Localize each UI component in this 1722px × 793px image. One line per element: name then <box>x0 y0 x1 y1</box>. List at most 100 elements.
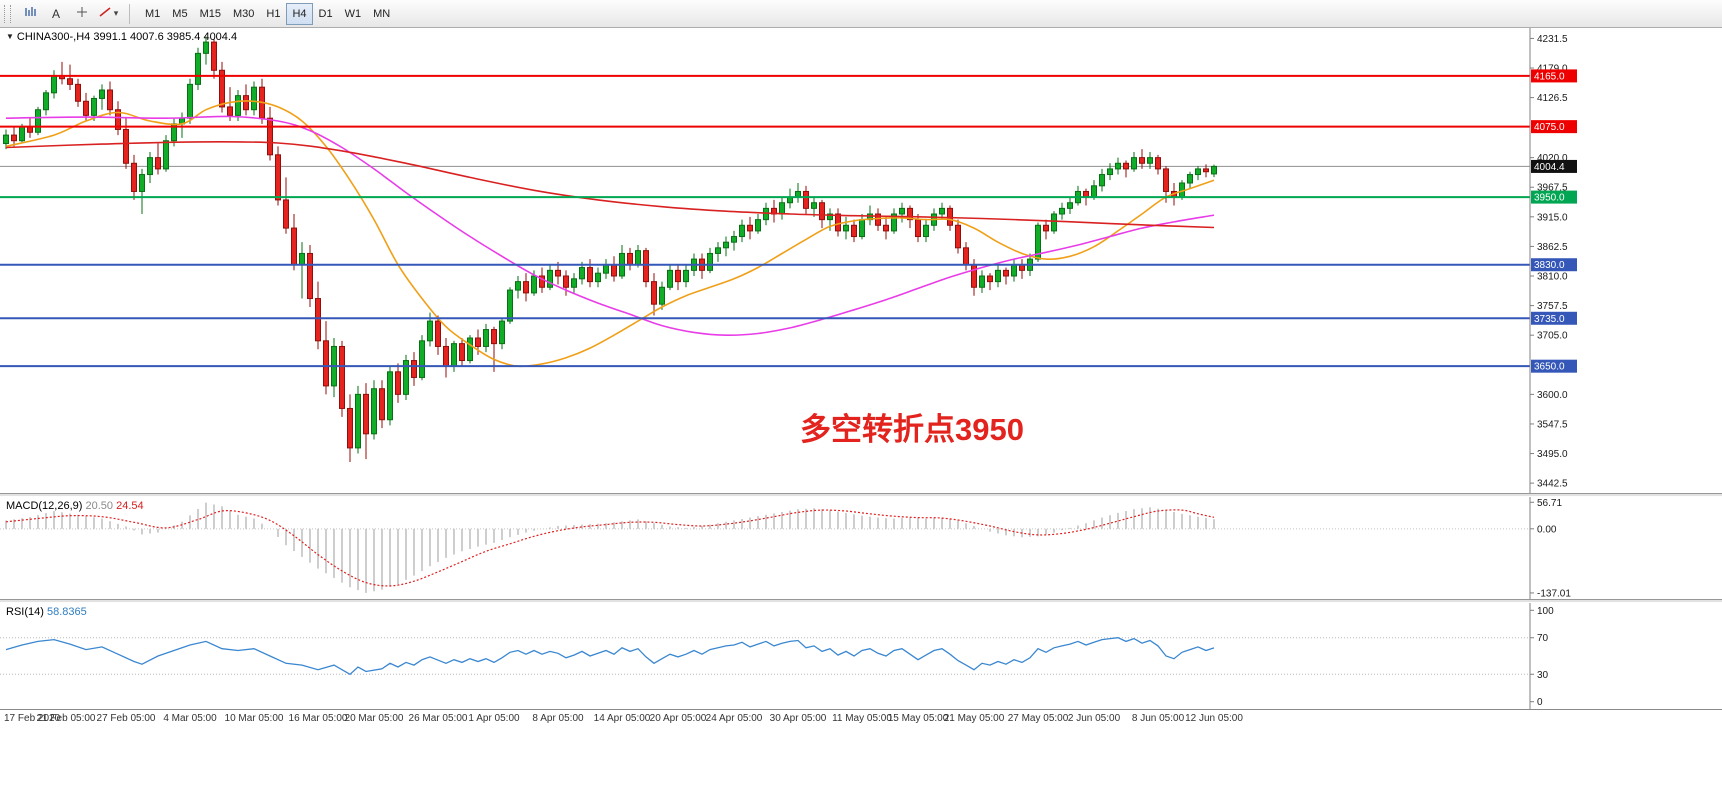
time-label: 30 Apr 05:00 <box>769 713 827 724</box>
time-label: 27 Feb 05:00 <box>96 713 156 724</box>
timeframe-button-h4[interactable]: H4 <box>286 2 313 25</box>
bottom-whitespace <box>0 727 1722 793</box>
symbol-collapse-icon[interactable]: ▼ <box>6 32 14 41</box>
macd-label: MACD(12,26,9) 20.50 24.54 <box>6 500 144 512</box>
svg-text:3442.5: 3442.5 <box>1537 479 1568 490</box>
time-label: 8 Apr 05:00 <box>532 713 584 724</box>
price-badge <box>1531 120 1577 134</box>
svg-text:3547.5: 3547.5 <box>1537 419 1568 430</box>
rsi-panel: 100 70 30 0 RSI(14) 58.8365 <box>0 603 1722 709</box>
rsi-canvas[interactable]: 100 70 30 0 <box>0 603 1722 709</box>
timeframe-button-m5[interactable]: M5 <box>166 3 193 25</box>
svg-text:3705.0: 3705.0 <box>1537 331 1568 342</box>
svg-text:4165.0: 4165.0 <box>1534 71 1565 82</box>
time-label: 1 Apr 05:00 <box>468 713 520 724</box>
price-badge <box>1531 258 1577 272</box>
rsi-value: 58.8365 <box>46 606 87 618</box>
time-label: 20 Apr 05:00 <box>649 713 707 724</box>
price-badge <box>1531 69 1577 83</box>
drawing-tools-button[interactable]: ▾ <box>96 3 120 25</box>
main-chart-canvas[interactable]: 4231.5 4179.0 4126.5 4020.0 3967.5 3915.0 3862… <box>0 28 1722 493</box>
svg-text:-137.01: -137.01 <box>1537 588 1571 599</box>
toolbar-separator <box>129 3 130 24</box>
time-label: 24 Apr 05:00 <box>705 713 763 724</box>
time-label: 17 Feb 2020 <box>4 713 61 724</box>
horizontal-level-lines[interactable] <box>0 74 1530 368</box>
macd-histogram <box>5 502 1215 593</box>
svg-text:0: 0 <box>1537 697 1543 708</box>
time-label: 27 May 05:00 <box>1007 713 1069 724</box>
moving-average-lines <box>5 100 1215 368</box>
candles-layer <box>3 36 1217 462</box>
bar-chart-icon <box>23 6 37 21</box>
main-chart-svg: 4231.5 4179.0 4126.5 4020.0 3967.5 3915.0 3862… <box>0 28 1577 493</box>
time-label: 10 Mar 05:00 <box>224 713 284 724</box>
rsi-svg: 100 70 30 0 <box>0 603 1554 709</box>
svg-text:3810.0: 3810.0 <box>1537 272 1568 283</box>
time-label: 16 Mar 05:00 <box>288 713 348 724</box>
timeframe-button-mn[interactable]: MN <box>367 3 396 25</box>
crosshair-button[interactable] <box>70 3 94 25</box>
svg-text:3600.0: 3600.0 <box>1537 390 1568 401</box>
svg-text:0.00: 0.00 <box>1537 524 1557 535</box>
macd-signal-value: 24.54 <box>116 500 144 512</box>
svg-text:4020.0: 4020.0 <box>1537 153 1568 164</box>
ma-line-fast-orange <box>5 100 1215 368</box>
macd-panel: 56.71 0.00 -137.01 MACD(12,26,9) 20.50 24.… <box>0 497 1722 599</box>
svg-text:3967.5: 3967.5 <box>1537 183 1568 194</box>
price-badge <box>1531 359 1577 373</box>
time-label: 8 Jun 05:00 <box>1131 713 1185 724</box>
time-label: 26 Mar 05:00 <box>408 713 468 724</box>
svg-text:70: 70 <box>1537 633 1549 644</box>
panel-separator[interactable] <box>0 493 1722 497</box>
time-label: 2 Jun 05:00 <box>1067 713 1121 724</box>
panel-separator[interactable] <box>0 599 1722 603</box>
svg-text:100: 100 <box>1537 606 1554 617</box>
macd-signal-line <box>5 509 1215 587</box>
price-badge <box>1531 159 1577 173</box>
timeframe-button-m1[interactable]: M1 <box>139 3 166 25</box>
price-badge <box>1531 190 1577 204</box>
text-tool-button[interactable]: A <box>44 3 68 25</box>
time-label: 4 Mar 05:00 <box>163 713 217 724</box>
timeframe-button-m15[interactable]: M15 <box>194 3 227 25</box>
timeframe-button-d1[interactable]: D1 <box>313 3 339 25</box>
svg-text:3830.0: 3830.0 <box>1534 260 1565 271</box>
price-axis[interactable]: 4231.5 4179.0 4126.5 4020.0 3967.5 3915.0 3862… <box>1529 28 1577 493</box>
svg-text:3735.0: 3735.0 <box>1534 314 1565 325</box>
crosshair-icon <box>76 6 88 21</box>
toolbar-grip-handle[interactable] <box>4 4 11 23</box>
macd-canvas[interactable]: 56.71 0.00 -137.01 <box>0 497 1722 599</box>
chart-symbol-label: CHINA300-,H4 <box>16 31 91 43</box>
time-label: 14 Apr 05:00 <box>593 713 651 724</box>
chart-title: ▼ CHINA300-,H4 3991.1 4007.6 3985.4 4004.… <box>6 31 237 43</box>
svg-text:4179.0: 4179.0 <box>1537 64 1568 75</box>
svg-text:3495.0: 3495.0 <box>1537 449 1568 460</box>
main-chart-panel: 4231.5 4179.0 4126.5 4020.0 3967.5 3915.0 3862… <box>0 28 1722 493</box>
time-label: 12 Jun 05:00 <box>1185 713 1243 724</box>
timeframe-button-w1[interactable]: W1 <box>339 3 368 25</box>
svg-text:4075.0: 4075.0 <box>1534 122 1565 133</box>
toolbar: A ▾ M1 M5 M15 M30 H1 H4 D1 W1 MN <box>0 0 1722 28</box>
ma-line-slow-red <box>5 140 1215 229</box>
svg-text:4231.5: 4231.5 <box>1537 34 1568 45</box>
chart-annotation[interactable]: 多空转折点3950 <box>800 412 1024 447</box>
timeframe-button-m30[interactable]: M30 <box>227 3 260 25</box>
svg-text:3862.5: 3862.5 <box>1537 242 1568 253</box>
svg-text:4004.4: 4004.4 <box>1534 162 1565 173</box>
timeframe-group: M1 M5 M15 M30 H1 H4 D1 W1 MN <box>139 2 396 25</box>
svg-text:3757.5: 3757.5 <box>1537 301 1568 312</box>
time-label: 21 May 05:00 <box>943 713 1005 724</box>
time-axis[interactable]: 17 Feb 2020 21 Feb 05:00 27 Feb 05:00 4 Mar… <box>0 709 1722 727</box>
chart-type-button[interactable] <box>18 3 42 25</box>
svg-text:3950.0: 3950.0 <box>1534 193 1565 204</box>
time-label: 21 Feb 05:00 <box>36 713 96 724</box>
svg-text:3650.0: 3650.0 <box>1534 362 1565 373</box>
timeframe-button-h1[interactable]: H1 <box>260 3 286 25</box>
svg-text:56.71: 56.71 <box>1537 498 1562 509</box>
macd-svg: 56.71 0.00 -137.01 <box>0 497 1571 599</box>
dropdown-caret-icon: ▾ <box>113 8 119 18</box>
chart-ohlc-label: 3991.1 4007.6 3985.4 4004.4 <box>93 31 238 43</box>
rsi-line <box>5 637 1215 676</box>
